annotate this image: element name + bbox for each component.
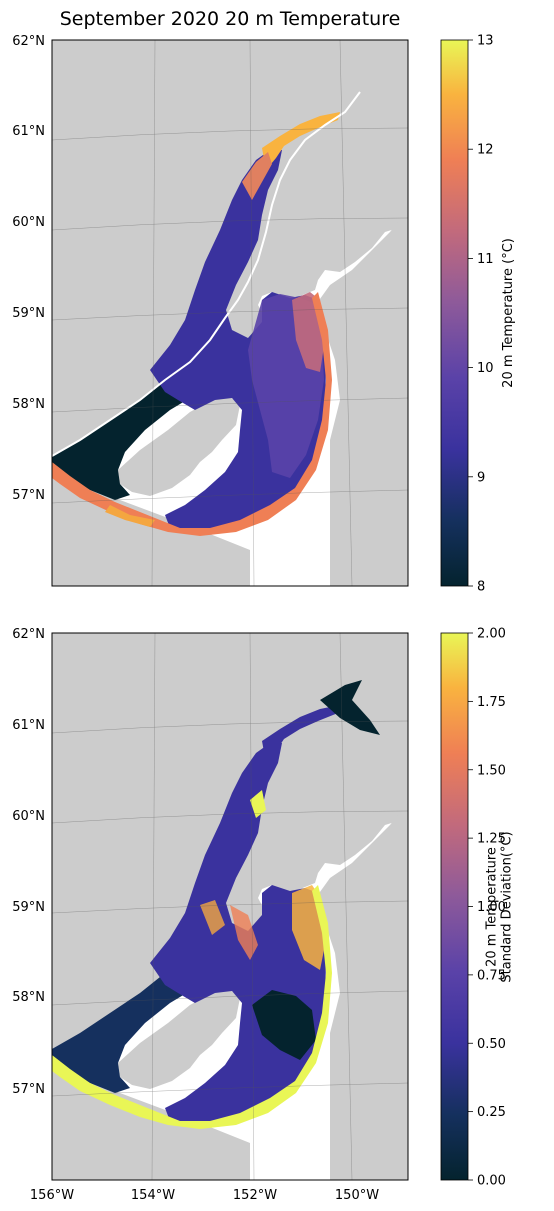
colorbar-tick-label: 11 — [477, 252, 494, 267]
lat-label-57: 57°N — [12, 1082, 45, 1097]
colorbar-tick-label: 13 — [477, 34, 494, 49]
colorbar-label-line: Standard Deviation(°C) — [500, 831, 515, 982]
lat-label-60: 60°N — [12, 809, 45, 824]
colorbar-std-deviation — [440, 632, 469, 1181]
colorbar-ticks-std-deviation: 0.00 0.25 0.50 0.75 1.00 1.25 1.50 1.75 2.00 — [468, 627, 506, 1189]
colorbar-tick-label: 1.75 — [477, 695, 506, 710]
figure-title: September 2020 20 m Temperature — [60, 8, 401, 30]
colorbar-tick-label: 0.75 — [477, 968, 506, 983]
std-deviation-field — [52, 680, 380, 1129]
lat-label-60: 60°N — [12, 215, 45, 230]
lon-label-150: 150°W — [335, 1188, 379, 1203]
lat-label-58: 58°N — [12, 990, 45, 1005]
lat-label-59: 59°N — [12, 306, 45, 321]
lat-label-62: 62°N — [12, 34, 45, 49]
lat-label-57: 57°N — [12, 488, 45, 503]
colorbar-tick-label: 1.25 — [477, 832, 506, 847]
map-frame — [51, 39, 409, 587]
colorbar-ticks-temperature: 8 9 10 11 12 13 — [468, 34, 494, 595]
lon-label-156: 156°W — [30, 1188, 74, 1203]
colorbar-tick-label: 0.50 — [477, 1037, 506, 1052]
land-island-small — [115, 1131, 158, 1146]
land-island-small — [115, 538, 158, 553]
map-panel-std-deviation: 62°N 61°N 60°N 59°N 58°N 57°N 156°W 154°… — [12, 627, 514, 1204]
colorbar-tick-label: 12 — [477, 143, 494, 158]
lat-label-61: 61°N — [12, 124, 45, 139]
colorbar-label-temperature: 20 m Temperature (°C) — [501, 238, 516, 388]
colorbar-tick-label: 0.00 — [477, 1174, 506, 1189]
colorbar-temperature — [440, 39, 469, 587]
lon-label-152: 152°W — [233, 1188, 277, 1203]
graticule — [52, 633, 408, 1180]
land-kodiak-island — [118, 988, 240, 1089]
colorbar-tick-label: 9 — [477, 470, 485, 485]
lat-label-61: 61°N — [12, 718, 45, 733]
colorbar-tick-label: 10 — [477, 361, 494, 376]
colorbar-label-std-deviation: 20 m TemperatureStandard Deviation(°C) — [485, 831, 515, 982]
lat-label-58: 58°N — [12, 397, 45, 412]
colorbar-tick-label: 1.50 — [477, 763, 506, 778]
colorbar-label-line: 20 m Temperature — [485, 847, 500, 967]
lon-label-154: 154°W — [131, 1188, 175, 1203]
land-kodiak-island — [118, 395, 240, 496]
colorbar-tick-label: 8 — [477, 580, 485, 595]
graticule — [52, 40, 408, 586]
lat-label-59: 59°N — [12, 900, 45, 915]
lat-label-62: 62°N — [12, 627, 45, 642]
colorbar-tick-label: 2.00 — [477, 627, 506, 642]
colorbar-label-line: 20 m Temperature (°C) — [501, 238, 516, 388]
land-mainland-east — [312, 803, 408, 1180]
map-frame — [51, 632, 409, 1181]
colorbar-tick-label: 0.25 — [477, 1105, 506, 1120]
map-panel-temperature: 62°N 61°N 60°N 59°N 58°N 57°N 8 9 10 11 12 13… — [12, 34, 516, 595]
colorbar-tick-label: 1.00 — [477, 900, 506, 915]
temperature-field — [52, 112, 340, 536]
